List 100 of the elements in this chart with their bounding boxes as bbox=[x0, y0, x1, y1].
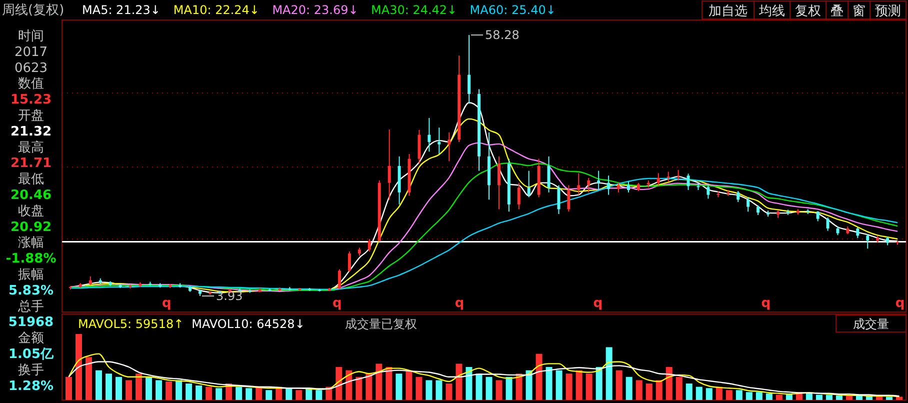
bar bbox=[486, 376, 492, 400]
bar bbox=[136, 374, 142, 400]
annotation: 3.93 bbox=[216, 289, 243, 303]
text: -1.88% bbox=[6, 252, 56, 267]
text: 均线 bbox=[758, 4, 785, 19]
candlestick bbox=[746, 196, 750, 212]
bar bbox=[646, 384, 652, 400]
candlestick bbox=[438, 127, 441, 154]
candlestick bbox=[756, 204, 760, 216]
bar bbox=[896, 396, 902, 400]
chart-title: 周线(复权) bbox=[2, 3, 64, 18]
candlestick bbox=[567, 184, 570, 212]
bar bbox=[336, 367, 342, 400]
text: 21.71 bbox=[10, 156, 52, 172]
bar bbox=[106, 374, 112, 400]
bar bbox=[386, 367, 392, 400]
bar bbox=[266, 390, 272, 400]
bar bbox=[726, 390, 732, 400]
text: 51968 bbox=[8, 315, 54, 330]
text: 15.23 bbox=[10, 92, 52, 108]
bar bbox=[416, 376, 422, 400]
candlestick bbox=[826, 216, 830, 232]
bar bbox=[626, 376, 632, 400]
text: 成交量已复权 bbox=[345, 317, 417, 331]
text: 最低 bbox=[18, 172, 44, 188]
candlestick bbox=[866, 234, 870, 250]
annotation: q bbox=[162, 296, 172, 311]
text: MA20: 23.69↓ bbox=[272, 3, 358, 17]
annotation: 58.28 bbox=[485, 28, 520, 42]
annotation: q bbox=[593, 296, 603, 311]
bar bbox=[156, 380, 162, 400]
text: 振幅 bbox=[18, 268, 44, 282]
bar bbox=[686, 384, 692, 400]
candlestick bbox=[626, 180, 630, 193]
text: 收盘 bbox=[18, 204, 44, 219]
bar bbox=[116, 376, 122, 400]
candlestick bbox=[517, 182, 520, 210]
bar bbox=[476, 374, 482, 400]
candlestick bbox=[428, 117, 431, 152]
bar bbox=[446, 384, 452, 400]
text: 20.92 bbox=[10, 220, 52, 235]
bar bbox=[86, 357, 92, 400]
bar bbox=[316, 390, 322, 400]
bar bbox=[706, 388, 712, 400]
bar bbox=[826, 394, 832, 400]
text: 总手 bbox=[17, 299, 44, 314]
text: 开盘 bbox=[18, 108, 44, 124]
candlestick bbox=[497, 156, 500, 210]
bar bbox=[566, 374, 572, 400]
bar bbox=[406, 370, 412, 400]
text: 加自选 bbox=[708, 4, 748, 19]
text: 数值 bbox=[18, 76, 44, 92]
bar bbox=[466, 367, 472, 400]
bar bbox=[166, 382, 172, 400]
bar bbox=[556, 370, 562, 400]
candlestick bbox=[368, 238, 371, 252]
bar bbox=[616, 370, 622, 400]
bar bbox=[206, 386, 212, 400]
bar bbox=[66, 376, 72, 400]
text: 叠 bbox=[830, 4, 844, 19]
bar bbox=[96, 370, 102, 400]
bar bbox=[816, 394, 822, 400]
bar bbox=[586, 374, 592, 400]
candlestick bbox=[597, 170, 600, 191]
bar bbox=[246, 388, 252, 400]
text: 最高 bbox=[18, 139, 44, 156]
candlestick bbox=[816, 210, 820, 222]
text: 1.05亿 bbox=[8, 347, 55, 362]
candlestick bbox=[338, 268, 342, 290]
annotation: q bbox=[761, 296, 771, 311]
bar bbox=[656, 380, 662, 400]
bar bbox=[296, 390, 302, 400]
text: 换手 bbox=[18, 362, 44, 378]
bar bbox=[426, 380, 432, 400]
candlestick bbox=[686, 173, 690, 191]
bar bbox=[286, 388, 292, 400]
bar bbox=[886, 396, 892, 400]
bar bbox=[256, 386, 262, 400]
text: MAVOL5: 59518↑ bbox=[78, 317, 184, 331]
bar bbox=[606, 347, 612, 400]
text: MA5: 21.23↓ bbox=[82, 3, 160, 17]
bar bbox=[766, 393, 772, 400]
text: 5.83% bbox=[8, 283, 54, 298]
candlestick bbox=[448, 132, 451, 162]
bar bbox=[186, 384, 192, 400]
bar bbox=[456, 364, 462, 400]
bar bbox=[806, 393, 812, 400]
candlestick bbox=[557, 184, 560, 215]
candlestick bbox=[577, 172, 580, 196]
bar bbox=[346, 370, 352, 400]
annotation: q bbox=[895, 296, 905, 311]
text: 0623 bbox=[14, 60, 48, 76]
candlestick bbox=[656, 172, 660, 186]
bar bbox=[366, 374, 372, 400]
bar bbox=[526, 370, 532, 400]
bar bbox=[146, 376, 152, 400]
bar bbox=[516, 374, 522, 400]
bar bbox=[496, 380, 502, 400]
bar bbox=[636, 380, 642, 400]
annotation: q bbox=[454, 296, 464, 311]
